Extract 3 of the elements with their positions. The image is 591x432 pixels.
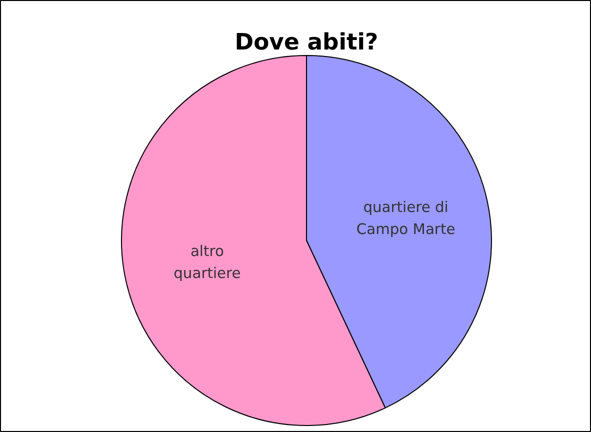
slice-label: quartiere di Campo Marte (356, 198, 456, 238)
slice-label: altro quartiere (174, 243, 241, 282)
chart-title: Dove abiti? (234, 30, 378, 56)
